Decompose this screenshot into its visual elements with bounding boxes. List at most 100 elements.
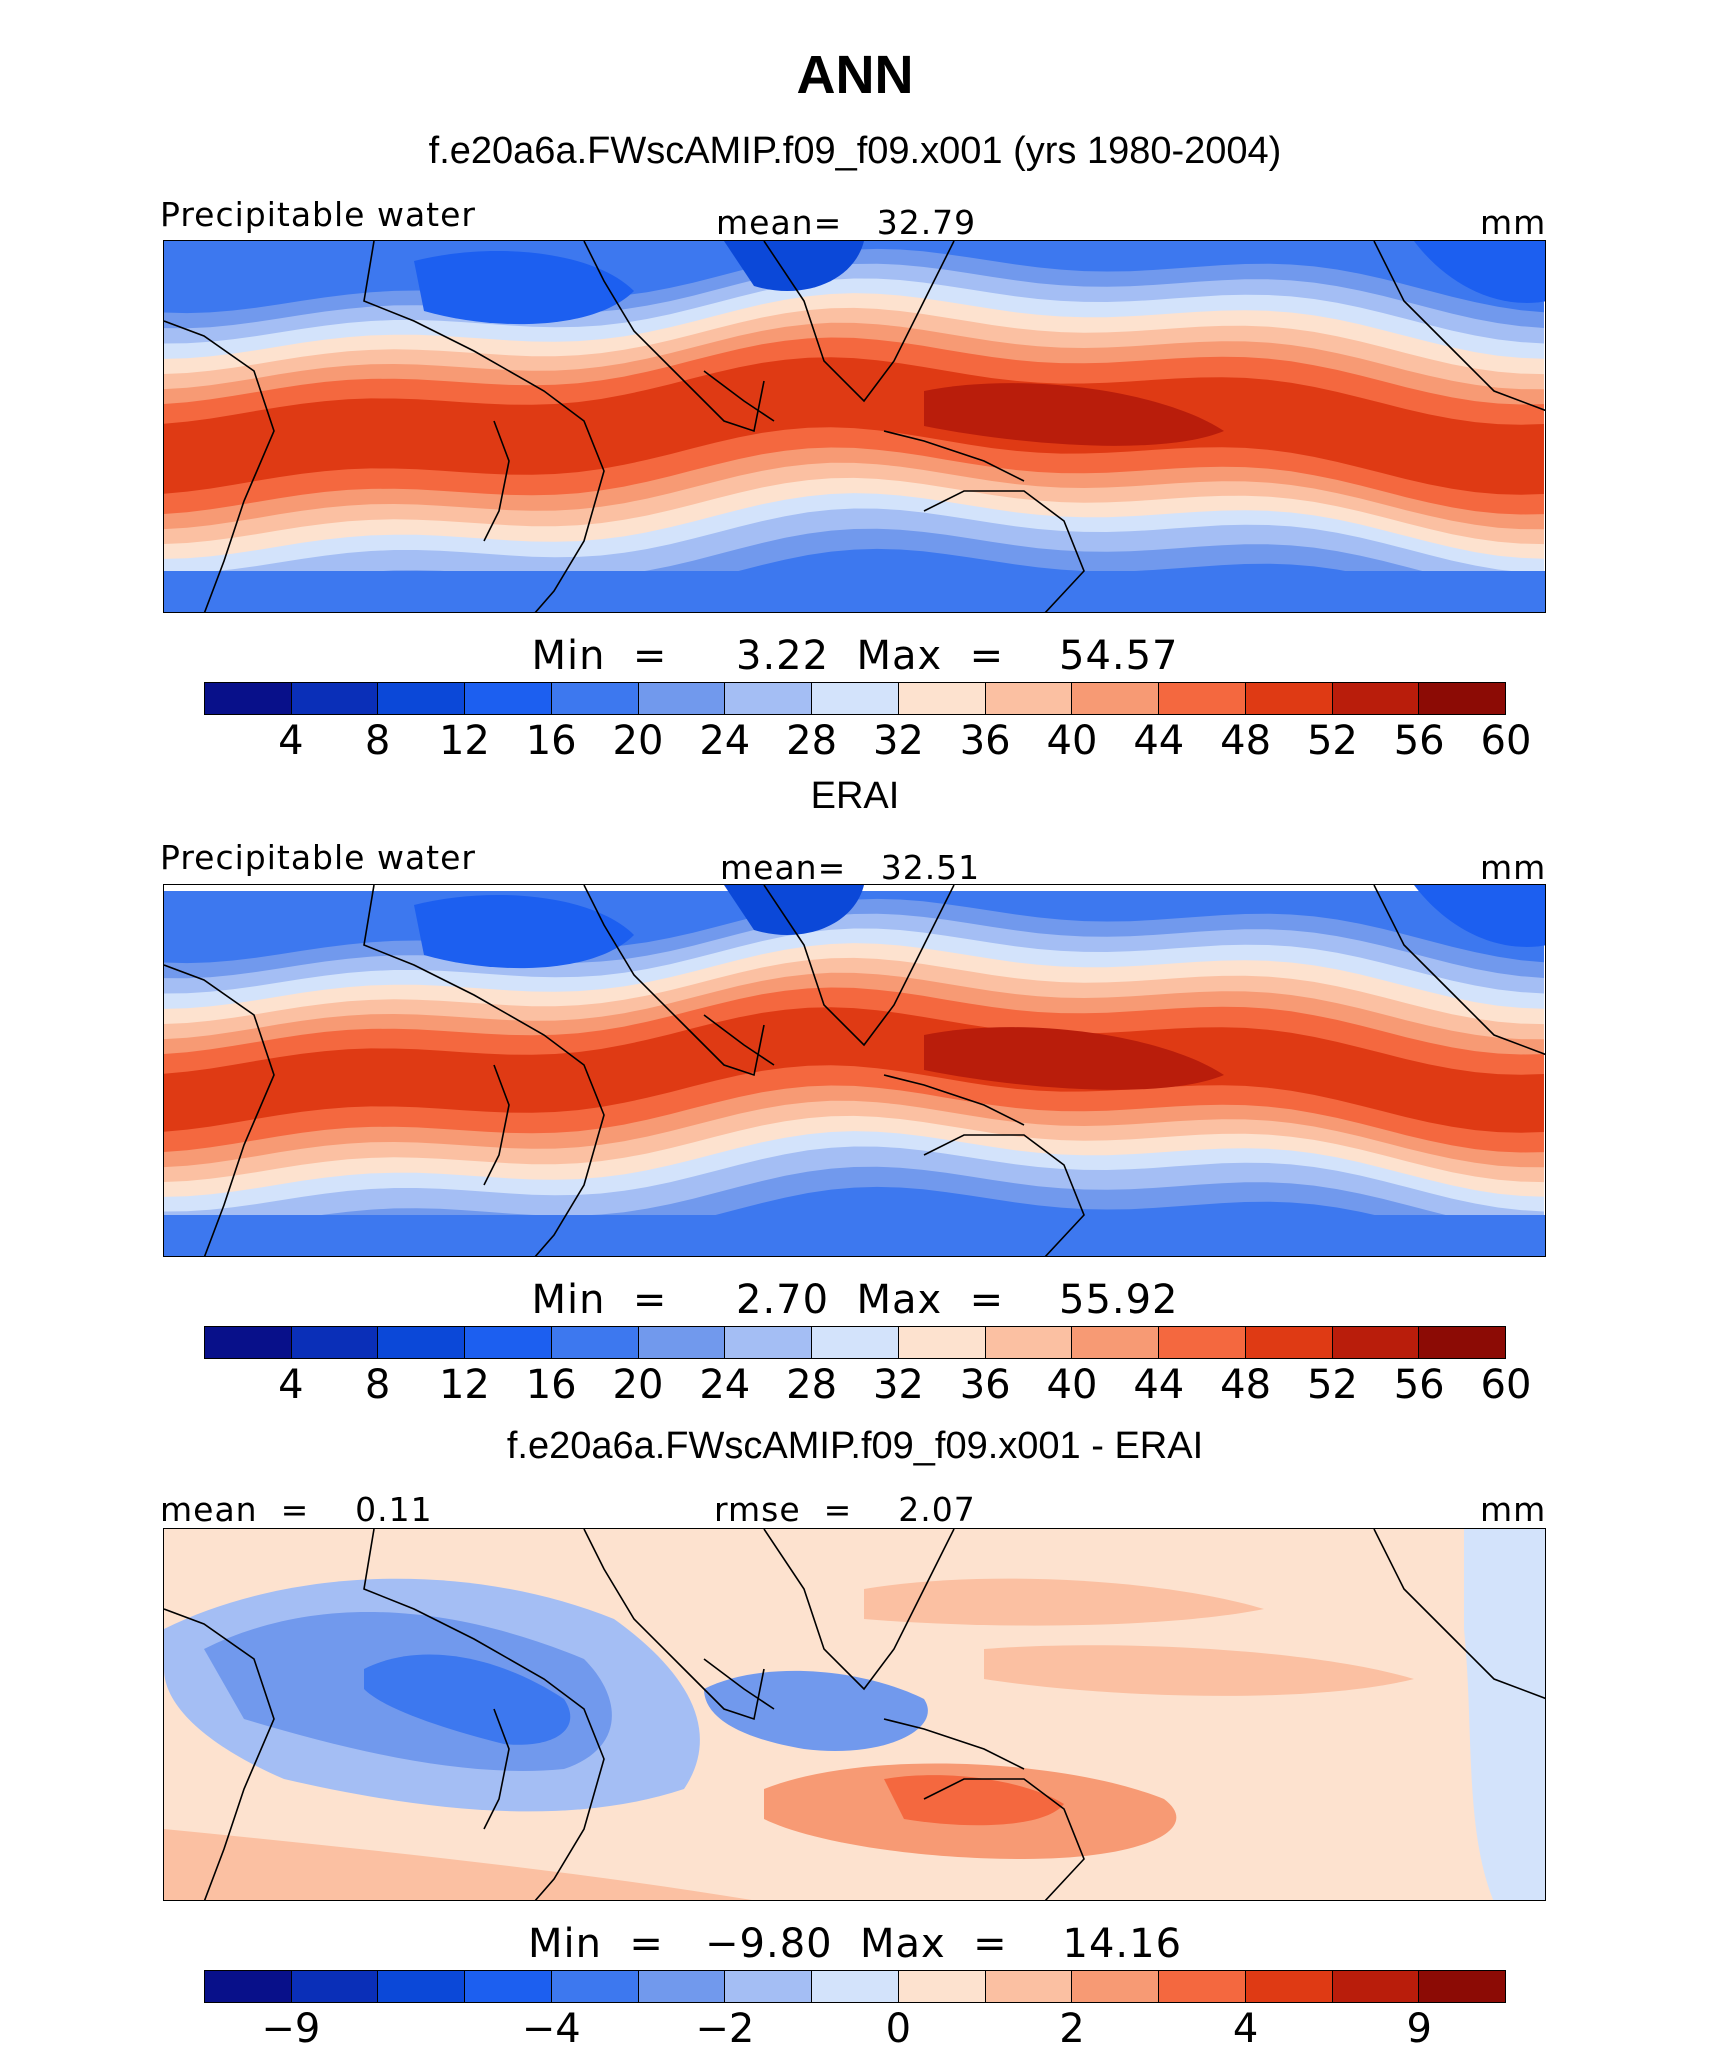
coastline bbox=[1373, 1529, 1545, 1700]
panel-1-mean-label: mean= 32.79 bbox=[716, 203, 977, 242]
colorbar-swatch bbox=[291, 1327, 379, 1358]
colorbar-tick-label: 36 bbox=[959, 1362, 1011, 1408]
coastline bbox=[923, 1134, 1085, 1256]
contour-band-dry bbox=[724, 885, 864, 935]
colorbar-swatch bbox=[898, 1971, 986, 2002]
contour-band-max bbox=[924, 1027, 1224, 1090]
colorbar-swatch bbox=[291, 683, 379, 714]
coastline bbox=[883, 430, 1025, 482]
colorbar-swatch bbox=[465, 1327, 552, 1358]
colorbar-tick-label: 36 bbox=[959, 718, 1011, 764]
colorbar-swatch bbox=[1159, 1971, 1246, 2002]
coastline bbox=[763, 885, 955, 1047]
colorbar-swatch bbox=[1419, 683, 1506, 714]
colorbar-swatch bbox=[985, 1971, 1073, 2002]
panel-1-unit: mm bbox=[1480, 203, 1547, 242]
colorbar-tick-label: 4 bbox=[278, 718, 304, 764]
colorbar-swatch bbox=[1072, 1327, 1160, 1358]
colorbar-tick-label: 44 bbox=[1133, 718, 1185, 764]
panel-3-stats: Min = −9.80 Max = 14.16 bbox=[527, 1921, 1183, 1967]
colorbar-tick-label: 52 bbox=[1306, 1362, 1358, 1408]
panel-2-heading: ERAI bbox=[810, 775, 900, 817]
colorbar-tick-label: 28 bbox=[786, 718, 838, 764]
contour-band-dry bbox=[414, 895, 634, 969]
colorbar-tick-label: 12 bbox=[438, 718, 490, 764]
colorbar-swatch bbox=[812, 683, 899, 714]
coastline bbox=[164, 1608, 275, 1900]
colorbar-tick-label: 48 bbox=[1220, 1362, 1272, 1408]
panel-2-colorbar bbox=[204, 1326, 1506, 1359]
coastline bbox=[363, 241, 605, 612]
coastline bbox=[483, 1064, 510, 1186]
colorbar-tick-label: 8 bbox=[364, 1362, 391, 1408]
coastline bbox=[923, 490, 1085, 612]
panel-1-left-label: Precipitable water bbox=[160, 195, 476, 234]
colorbar-swatch bbox=[812, 1327, 899, 1358]
colorbar-tick-label: 4 bbox=[1232, 2006, 1259, 2052]
panel-3-colorbar bbox=[204, 1970, 1506, 2003]
contour-band-max bbox=[924, 383, 1224, 446]
panel-3-mean-label: mean = 0.11 bbox=[160, 1490, 433, 1529]
coastline bbox=[703, 1014, 775, 1066]
colorbar-tick-label: 4 bbox=[278, 1362, 304, 1408]
anomaly-positive bbox=[984, 1645, 1414, 1696]
anomaly-positive bbox=[864, 1578, 1264, 1626]
colorbar-tick-label: 8 bbox=[364, 718, 391, 764]
colorbar-tick-label: 28 bbox=[786, 1362, 838, 1408]
coastline bbox=[164, 320, 275, 612]
panel-3-rmse-label: rmse = 2.07 bbox=[714, 1490, 976, 1529]
colorbar-tick-label: −4 bbox=[521, 2006, 581, 2052]
colorbar-swatch bbox=[725, 1327, 813, 1358]
colorbar-tick-label: 32 bbox=[872, 718, 924, 764]
colorbar-tick-label: 9 bbox=[1406, 2006, 1432, 2052]
panel-3-map bbox=[163, 1528, 1546, 1901]
panel-2-map bbox=[163, 884, 1546, 1257]
coastline bbox=[483, 1708, 510, 1830]
panel-1-stats: Min = 3.22 Max = 54.57 bbox=[531, 633, 1179, 679]
coastline bbox=[883, 1074, 1025, 1126]
colorbar-tick-label: 24 bbox=[699, 718, 751, 764]
colorbar-swatch bbox=[725, 1971, 813, 2002]
colorbar-swatch bbox=[465, 683, 552, 714]
colorbar-tick-label: 60 bbox=[1480, 718, 1532, 764]
coastline bbox=[583, 1529, 765, 1721]
contour-band-dry bbox=[414, 251, 634, 325]
colorbar-tick-label: 48 bbox=[1220, 718, 1272, 764]
panel-2-stats: Min = 2.70 Max = 55.92 bbox=[531, 1277, 1179, 1323]
coastline bbox=[583, 885, 765, 1077]
colorbar-tick-label: 16 bbox=[525, 1362, 577, 1408]
colorbar-swatch bbox=[551, 1327, 639, 1358]
colorbar-tick-label: 52 bbox=[1306, 718, 1358, 764]
colorbar-swatch bbox=[1419, 1971, 1506, 2002]
panel-3-colorbar-ticks: −9 −4 −2 0 2 4 9 bbox=[0, 2006, 1710, 2052]
contour-band bbox=[164, 1007, 1544, 1133]
coastline bbox=[483, 420, 510, 542]
colorbar-swatch bbox=[1245, 1971, 1333, 2002]
panel-2-unit: mm bbox=[1480, 848, 1547, 887]
colorbar-tick-label: 2 bbox=[1059, 2006, 1085, 2052]
colorbar-swatch bbox=[205, 1327, 292, 1358]
contour-band-dry bbox=[724, 241, 864, 291]
colorbar-tick-label: 44 bbox=[1133, 1362, 1185, 1408]
coastline bbox=[703, 370, 775, 422]
panel-2-field bbox=[164, 885, 1545, 1256]
coastline bbox=[363, 885, 605, 1256]
anomaly-positive bbox=[164, 1829, 752, 1900]
colorbar-swatch bbox=[1245, 683, 1333, 714]
panel-1-heading: f.e20a6a.FWscAMIP.f09_f09.x001 (yrs 1980… bbox=[428, 130, 1282, 172]
colorbar-swatch bbox=[1159, 683, 1246, 714]
panel-1-colorbar-ticks: 4 8 12 16 20 24 28 32 36 40 44 48 52 56 60 bbox=[0, 718, 1710, 768]
anomaly-positive bbox=[884, 1775, 1064, 1826]
coastline bbox=[703, 1658, 775, 1710]
colorbar-swatch bbox=[378, 1971, 466, 2002]
colorbar-swatch bbox=[551, 1971, 639, 2002]
colorbar-tick-label: 60 bbox=[1480, 1362, 1532, 1408]
colorbar-swatch bbox=[725, 683, 813, 714]
colorbar-swatch bbox=[1245, 1327, 1333, 1358]
panel-3-unit: mm bbox=[1480, 1490, 1547, 1529]
coastline bbox=[164, 964, 275, 1256]
colorbar-tick-label: 40 bbox=[1046, 718, 1098, 764]
colorbar-swatch bbox=[638, 683, 726, 714]
colorbar-swatch bbox=[1159, 1327, 1246, 1358]
panel-1-map bbox=[163, 240, 1546, 613]
